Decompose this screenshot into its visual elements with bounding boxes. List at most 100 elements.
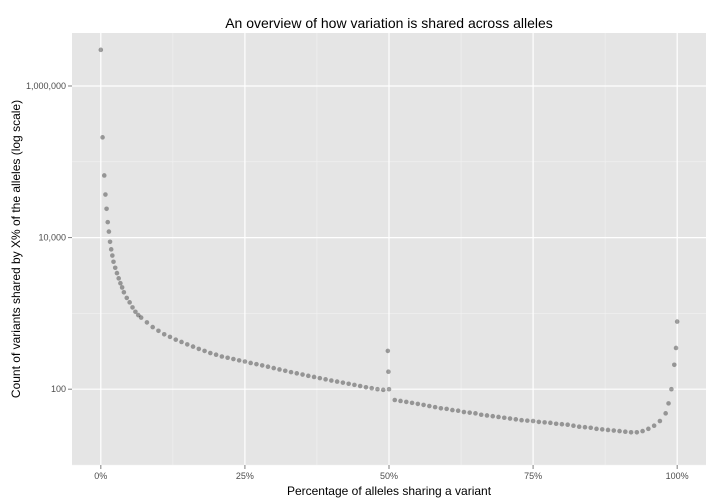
data-point (582, 424, 588, 430)
data-point (119, 285, 125, 290)
y-tick-label: 100 (51, 384, 66, 394)
y-tick-label: 1,000,000 (26, 81, 66, 91)
data-point (611, 428, 617, 433)
data-point (634, 430, 640, 435)
data-point (478, 412, 484, 418)
data-point (254, 361, 259, 367)
data-point (432, 404, 438, 410)
data-point (108, 247, 114, 252)
data-point (673, 345, 679, 351)
data-point (118, 280, 123, 286)
data-point (444, 406, 449, 412)
data-point (605, 427, 611, 433)
data-point (398, 398, 403, 404)
x-tick-label: 75% (524, 471, 542, 481)
data-point (98, 47, 104, 53)
data-point (242, 359, 248, 364)
data-point (259, 363, 265, 368)
data-point (294, 371, 300, 376)
data-point (496, 414, 501, 420)
x-tick-label: 25% (236, 471, 254, 481)
data-point (248, 360, 253, 366)
data-point (484, 413, 490, 418)
data-point (674, 319, 680, 324)
data-point (352, 382, 357, 388)
data-point (588, 425, 594, 431)
data-point (104, 206, 109, 212)
data-point (594, 426, 599, 432)
data-point (663, 411, 668, 416)
data-point (225, 355, 230, 361)
data-point (130, 305, 135, 310)
data-point (111, 259, 116, 265)
grid-major-lines (72, 33, 706, 465)
data-point (112, 265, 118, 271)
data-point (450, 407, 455, 413)
data-point (409, 400, 415, 406)
data-point (329, 378, 334, 383)
data-point (179, 339, 184, 345)
x-tick-label: 100% (666, 471, 689, 481)
data-point (184, 342, 190, 347)
x-tick-label: 50% (380, 471, 398, 481)
data-point (386, 386, 392, 392)
data-point (124, 295, 130, 301)
data-point (513, 417, 519, 422)
x-axis: 0% 25% 50% 75% 100% (94, 465, 689, 481)
data-point (282, 368, 288, 374)
data-point (167, 334, 173, 340)
data-point (127, 300, 132, 305)
data-point (265, 364, 271, 370)
data-point (536, 419, 542, 425)
data-point (103, 192, 108, 197)
data-point (380, 387, 386, 393)
data-point (317, 375, 323, 381)
data-point (121, 289, 127, 295)
data-point (300, 372, 305, 377)
data-point (467, 410, 472, 415)
y-axis-title: Count of variants shared by X% of the al… (9, 100, 23, 398)
data-point (133, 309, 138, 315)
data-point (657, 418, 663, 424)
data-point (386, 369, 391, 375)
data-point (672, 362, 677, 368)
data-point (277, 367, 282, 372)
data-point (415, 401, 421, 407)
data-point (106, 229, 112, 234)
data-point (271, 365, 277, 371)
data-point (553, 421, 559, 427)
data-point (617, 428, 622, 434)
x-tick-label: 0% (94, 471, 107, 481)
data-point (501, 415, 507, 421)
data-point (651, 423, 657, 428)
data-point (196, 346, 202, 352)
data-point (669, 386, 674, 392)
data-points (98, 47, 680, 435)
data-point (363, 384, 369, 390)
data-point (340, 380, 346, 385)
data-point (100, 135, 105, 140)
data-point (565, 422, 570, 428)
data-point (542, 420, 547, 425)
data-point (576, 424, 582, 430)
data-point (525, 418, 530, 423)
data-point (144, 320, 150, 325)
data-point (110, 253, 115, 258)
data-point (375, 386, 380, 392)
data-point (190, 344, 196, 349)
data-point (666, 401, 671, 406)
data-point (219, 354, 225, 359)
data-point (346, 381, 351, 387)
data-point (138, 315, 144, 320)
data-point (306, 373, 311, 379)
data-point (231, 356, 236, 362)
data-point (114, 270, 120, 276)
data-point (623, 429, 628, 434)
data-point (208, 350, 213, 356)
data-point (421, 402, 426, 408)
data-point (213, 352, 219, 358)
data-point (403, 399, 409, 405)
data-point (202, 348, 207, 354)
data-point (473, 411, 478, 416)
